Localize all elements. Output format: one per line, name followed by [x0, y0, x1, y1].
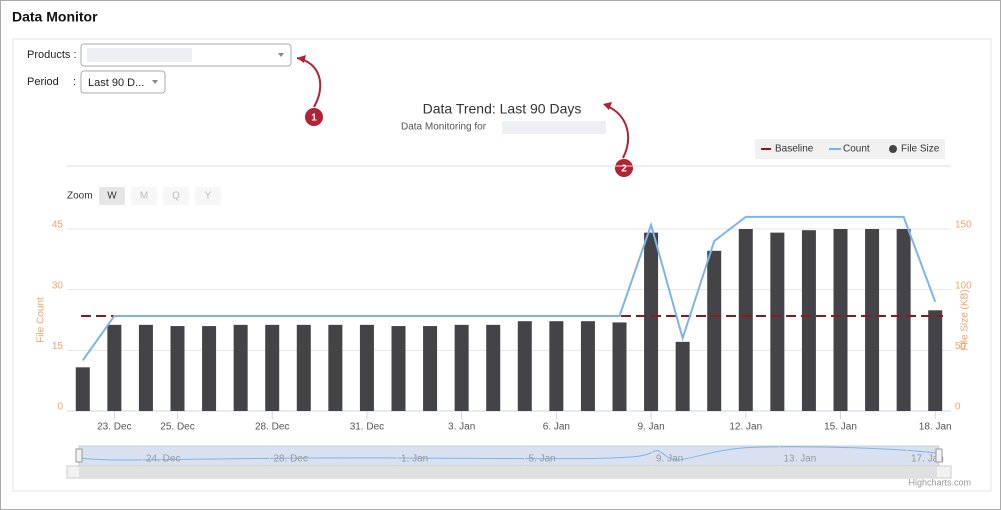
y2-tick-label: 100	[955, 280, 972, 291]
blurred-product	[502, 121, 606, 134]
bar	[928, 310, 943, 411]
bar	[391, 326, 406, 411]
bar	[233, 324, 248, 411]
y-tick-label: 15	[52, 341, 64, 352]
period-value: Last 90 D...	[88, 77, 144, 89]
scrollbar-thumb[interactable]	[79, 467, 937, 477]
bar	[896, 229, 911, 411]
bar	[517, 321, 532, 411]
y2-tick-label: 50	[955, 341, 967, 352]
bar	[580, 321, 595, 411]
blurred-product	[87, 48, 192, 62]
legend-box	[755, 139, 945, 159]
navigator-label: 5. Jan	[529, 454, 556, 465]
callout-arrowhead	[297, 55, 306, 63]
zoom-button[interactable]	[131, 187, 157, 205]
y-tick-label: 45	[52, 220, 64, 231]
zoom-button[interactable]	[195, 187, 221, 205]
zoom-button-label: Q	[172, 191, 180, 202]
zoom-button-label: Y	[205, 191, 212, 202]
x-tick-label: 9. Jan	[637, 422, 664, 433]
y-tick-label: 0	[57, 402, 63, 413]
bar	[770, 232, 785, 411]
count-line	[81, 215, 937, 362]
period-sep: :	[73, 76, 76, 88]
bar	[707, 250, 722, 411]
panel	[12, 38, 992, 492]
bar	[833, 229, 848, 411]
x-tick-label: 28. Dec	[255, 422, 289, 433]
zoom-button[interactable]	[163, 187, 189, 205]
bar	[801, 230, 816, 411]
y-tick-label: 30	[52, 280, 64, 291]
navigator-handle[interactable]	[75, 448, 83, 463]
callout-number: 2	[621, 164, 627, 175]
navigator-label: 1. Jan	[401, 454, 428, 465]
dropdown-arrow	[152, 80, 158, 84]
y-axis-title: File Count	[36, 297, 47, 343]
x-tick-label: 18. Jan	[919, 422, 952, 433]
navigator-label: 17. Jan	[911, 454, 944, 465]
bar	[486, 324, 501, 411]
navigator-label: 9. Jan	[656, 454, 683, 465]
bar	[265, 324, 280, 411]
bar	[644, 232, 659, 411]
callout-badge	[615, 159, 633, 177]
bar	[296, 324, 311, 411]
bar	[170, 326, 185, 411]
y2-tick-label: 0	[955, 402, 961, 413]
x-tick-label: 23. Dec	[97, 422, 131, 433]
x-tick-label: 3. Jan	[448, 422, 475, 433]
navigator-label: 24. Dec	[146, 454, 180, 465]
bar	[549, 321, 564, 411]
callout-arrowhead	[603, 102, 612, 110]
navigator-line	[78, 446, 937, 461]
page-title: Data Monitor	[12, 9, 98, 25]
legend-label[interactable]: Baseline	[775, 144, 814, 155]
navigator-handle[interactable]	[935, 448, 943, 463]
legend-marker	[889, 145, 897, 153]
bar	[423, 326, 438, 411]
callout-badge	[305, 108, 323, 126]
period-label: Period	[27, 76, 59, 88]
chart-subtitle: Data Monitoring for	[401, 122, 487, 133]
zoom-button-label: M	[140, 191, 148, 202]
zoom-button[interactable]	[99, 187, 125, 205]
zoom-button-label: W	[107, 191, 117, 202]
bar	[865, 229, 880, 411]
bar	[138, 324, 153, 411]
legend-label[interactable]: File Size	[901, 144, 940, 155]
y2-axis-title: File Size (KB)	[960, 289, 971, 350]
bar	[738, 229, 753, 411]
bar	[75, 367, 90, 411]
callout-number: 1	[311, 113, 317, 124]
chart-title: Data Trend: Last 90 Days	[423, 101, 582, 117]
period-select[interactable]	[80, 70, 166, 94]
credits[interactable]: Highcharts.com	[908, 477, 971, 487]
bar	[328, 324, 343, 411]
navigator-label: 13. Jan	[784, 454, 817, 465]
x-tick-label: 25. Dec	[160, 422, 194, 433]
x-tick-label: 12. Jan	[729, 422, 762, 433]
x-tick-label: 31. Dec	[350, 422, 384, 433]
bar	[359, 324, 374, 411]
callout-arrow	[604, 104, 630, 159]
bar	[675, 341, 690, 411]
x-tick-label: 15. Jan	[824, 422, 857, 433]
products-label: Products :	[27, 49, 77, 61]
bar	[202, 326, 217, 411]
navigator-label: 28. Dec	[274, 454, 308, 465]
zoom-label: Zoom	[67, 191, 93, 202]
bar	[107, 324, 122, 411]
dropdown-arrow	[278, 53, 284, 57]
x-tick-label: 6. Jan	[543, 422, 570, 433]
bar	[612, 322, 627, 411]
y2-tick-label: 150	[955, 220, 972, 231]
legend-label[interactable]: Count	[843, 144, 870, 155]
bar	[454, 324, 469, 411]
